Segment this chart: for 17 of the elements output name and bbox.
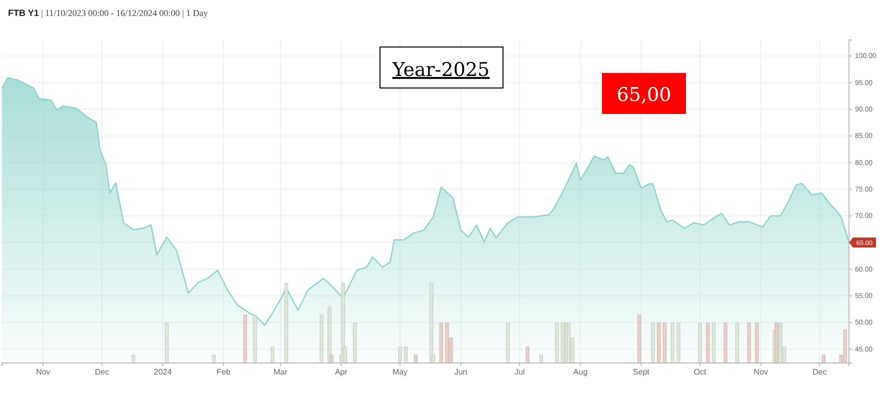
chart-title: FTB Y1 | 11/10/2023 00:00 - 16/12/2024 00:00 | 1 Day bbox=[8, 8, 208, 18]
annotation: Year-2025 bbox=[391, 59, 490, 81]
x-tick-label: Mar bbox=[274, 368, 288, 377]
x-tick-label: May bbox=[392, 368, 408, 377]
x-tick-label: Oct bbox=[694, 368, 707, 377]
x-tick-label: Feb bbox=[216, 368, 231, 377]
x-tick-label: Dec bbox=[94, 368, 110, 377]
x-tick-label: 2024 bbox=[154, 368, 172, 377]
x-tick-label: Apr bbox=[334, 368, 348, 377]
x-tick-label: Jul bbox=[514, 368, 525, 377]
x-tick-label: Aug bbox=[573, 368, 588, 377]
x-tick-label: Sept bbox=[632, 368, 650, 377]
x-tick-label: Nov bbox=[36, 368, 50, 377]
x-tick-label: Nov bbox=[754, 368, 768, 377]
x-tick-label: Dec bbox=[812, 368, 827, 377]
annotation: 65,00 bbox=[616, 84, 672, 106]
x-tick-label: Jun bbox=[454, 368, 468, 377]
